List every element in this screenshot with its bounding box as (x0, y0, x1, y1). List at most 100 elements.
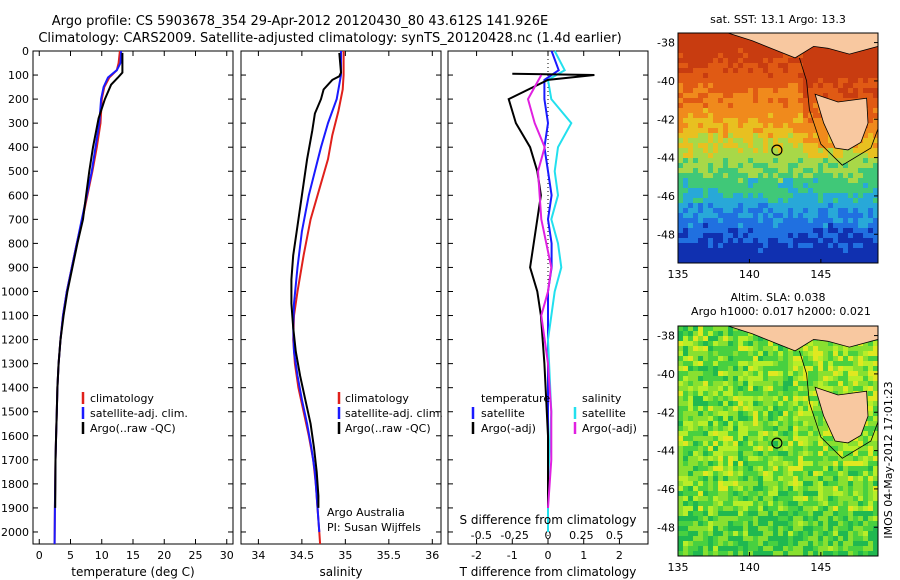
map-cell (753, 123, 759, 129)
map-cell (698, 258, 704, 264)
map-cell (858, 471, 864, 477)
map-cell (708, 138, 714, 144)
map-cell (793, 258, 799, 264)
map-cell (848, 53, 854, 59)
map-cell (688, 516, 694, 522)
map-cell (833, 153, 839, 159)
map-cell (743, 248, 749, 254)
map-cell (763, 168, 769, 174)
map-cell (693, 541, 699, 547)
map-cell (748, 501, 754, 507)
map-cell (873, 431, 879, 437)
map-cell (733, 551, 739, 557)
map-cell (703, 253, 709, 259)
map-cell (723, 123, 729, 129)
map-cell (693, 123, 699, 129)
map-cell (818, 356, 824, 362)
map-cell (793, 138, 799, 144)
map-cell (678, 441, 684, 447)
map-cell (743, 376, 749, 382)
map-cell (693, 138, 699, 144)
map-cell (803, 73, 809, 79)
map-cell (848, 361, 854, 367)
map-cell (748, 356, 754, 362)
map-cell (813, 346, 819, 352)
map-cell (858, 248, 864, 254)
map-cell (703, 371, 709, 377)
map-cell (858, 351, 864, 357)
map-cell (693, 336, 699, 342)
map-cell (863, 346, 869, 352)
map-cell (723, 511, 729, 517)
map-cell (738, 341, 744, 347)
map-cell (778, 531, 784, 537)
map-cell (748, 521, 754, 527)
map-cell (798, 223, 804, 229)
map-cell (748, 38, 754, 44)
map-cell (828, 258, 834, 264)
map-cell (723, 68, 729, 74)
legend-label: climatology (345, 392, 409, 405)
map-y-tick-label: -48 (657, 521, 675, 534)
map-cell (803, 228, 809, 234)
map-cell (728, 213, 734, 219)
sla-map-title-line2: Argo h1000: 0.017 h2000: 0.021 (691, 305, 871, 318)
map-cell (763, 258, 769, 264)
map-cell (718, 536, 724, 542)
map-cell (743, 63, 749, 69)
map-cell (813, 421, 819, 427)
map-cell (728, 331, 734, 337)
map-cell (703, 466, 709, 472)
map-cell (863, 516, 869, 522)
map-cell (828, 351, 834, 357)
map-cell (788, 386, 794, 392)
map-cell (733, 396, 739, 402)
map-cell (833, 516, 839, 522)
map-cell (713, 238, 719, 244)
map-cell (863, 158, 869, 164)
map-cell (733, 63, 739, 69)
map-cell (788, 153, 794, 159)
map-cell (838, 526, 844, 532)
map-cell (773, 401, 779, 407)
map-cell (743, 148, 749, 154)
x-tick-label: -1 (507, 549, 518, 562)
map-cell (793, 466, 799, 472)
map-cell (678, 33, 684, 39)
map-cell (743, 163, 749, 169)
map-cell (728, 441, 734, 447)
map-cell (843, 361, 849, 367)
map-cell (738, 431, 744, 437)
map-cell (873, 346, 879, 352)
map-cell (758, 456, 764, 462)
map-cell (843, 466, 849, 472)
map-cell (778, 218, 784, 224)
map-cell (858, 188, 864, 194)
map-cell (753, 366, 759, 372)
map-cell (713, 33, 719, 39)
map-cell (693, 446, 699, 452)
map-cell (788, 491, 794, 497)
map-cell (748, 203, 754, 209)
map-cell (843, 446, 849, 452)
map-cell (678, 68, 684, 74)
map-cell (703, 203, 709, 209)
map-cell (733, 233, 739, 239)
map-cell (828, 481, 834, 487)
map-cell (853, 248, 859, 254)
map-cell (838, 253, 844, 259)
map-cell (703, 386, 709, 392)
map-cell (693, 471, 699, 477)
map-cell (868, 511, 874, 517)
map-cell (813, 78, 819, 84)
map-cell (683, 38, 689, 44)
map-cell (833, 183, 839, 189)
map-cell (753, 248, 759, 254)
y-tick-label: 1300 (1, 358, 29, 371)
map-cell (693, 436, 699, 442)
map-cell (758, 53, 764, 59)
map-cell (693, 521, 699, 527)
map-cell (723, 188, 729, 194)
map-cell (843, 386, 849, 392)
map-cell (848, 516, 854, 522)
